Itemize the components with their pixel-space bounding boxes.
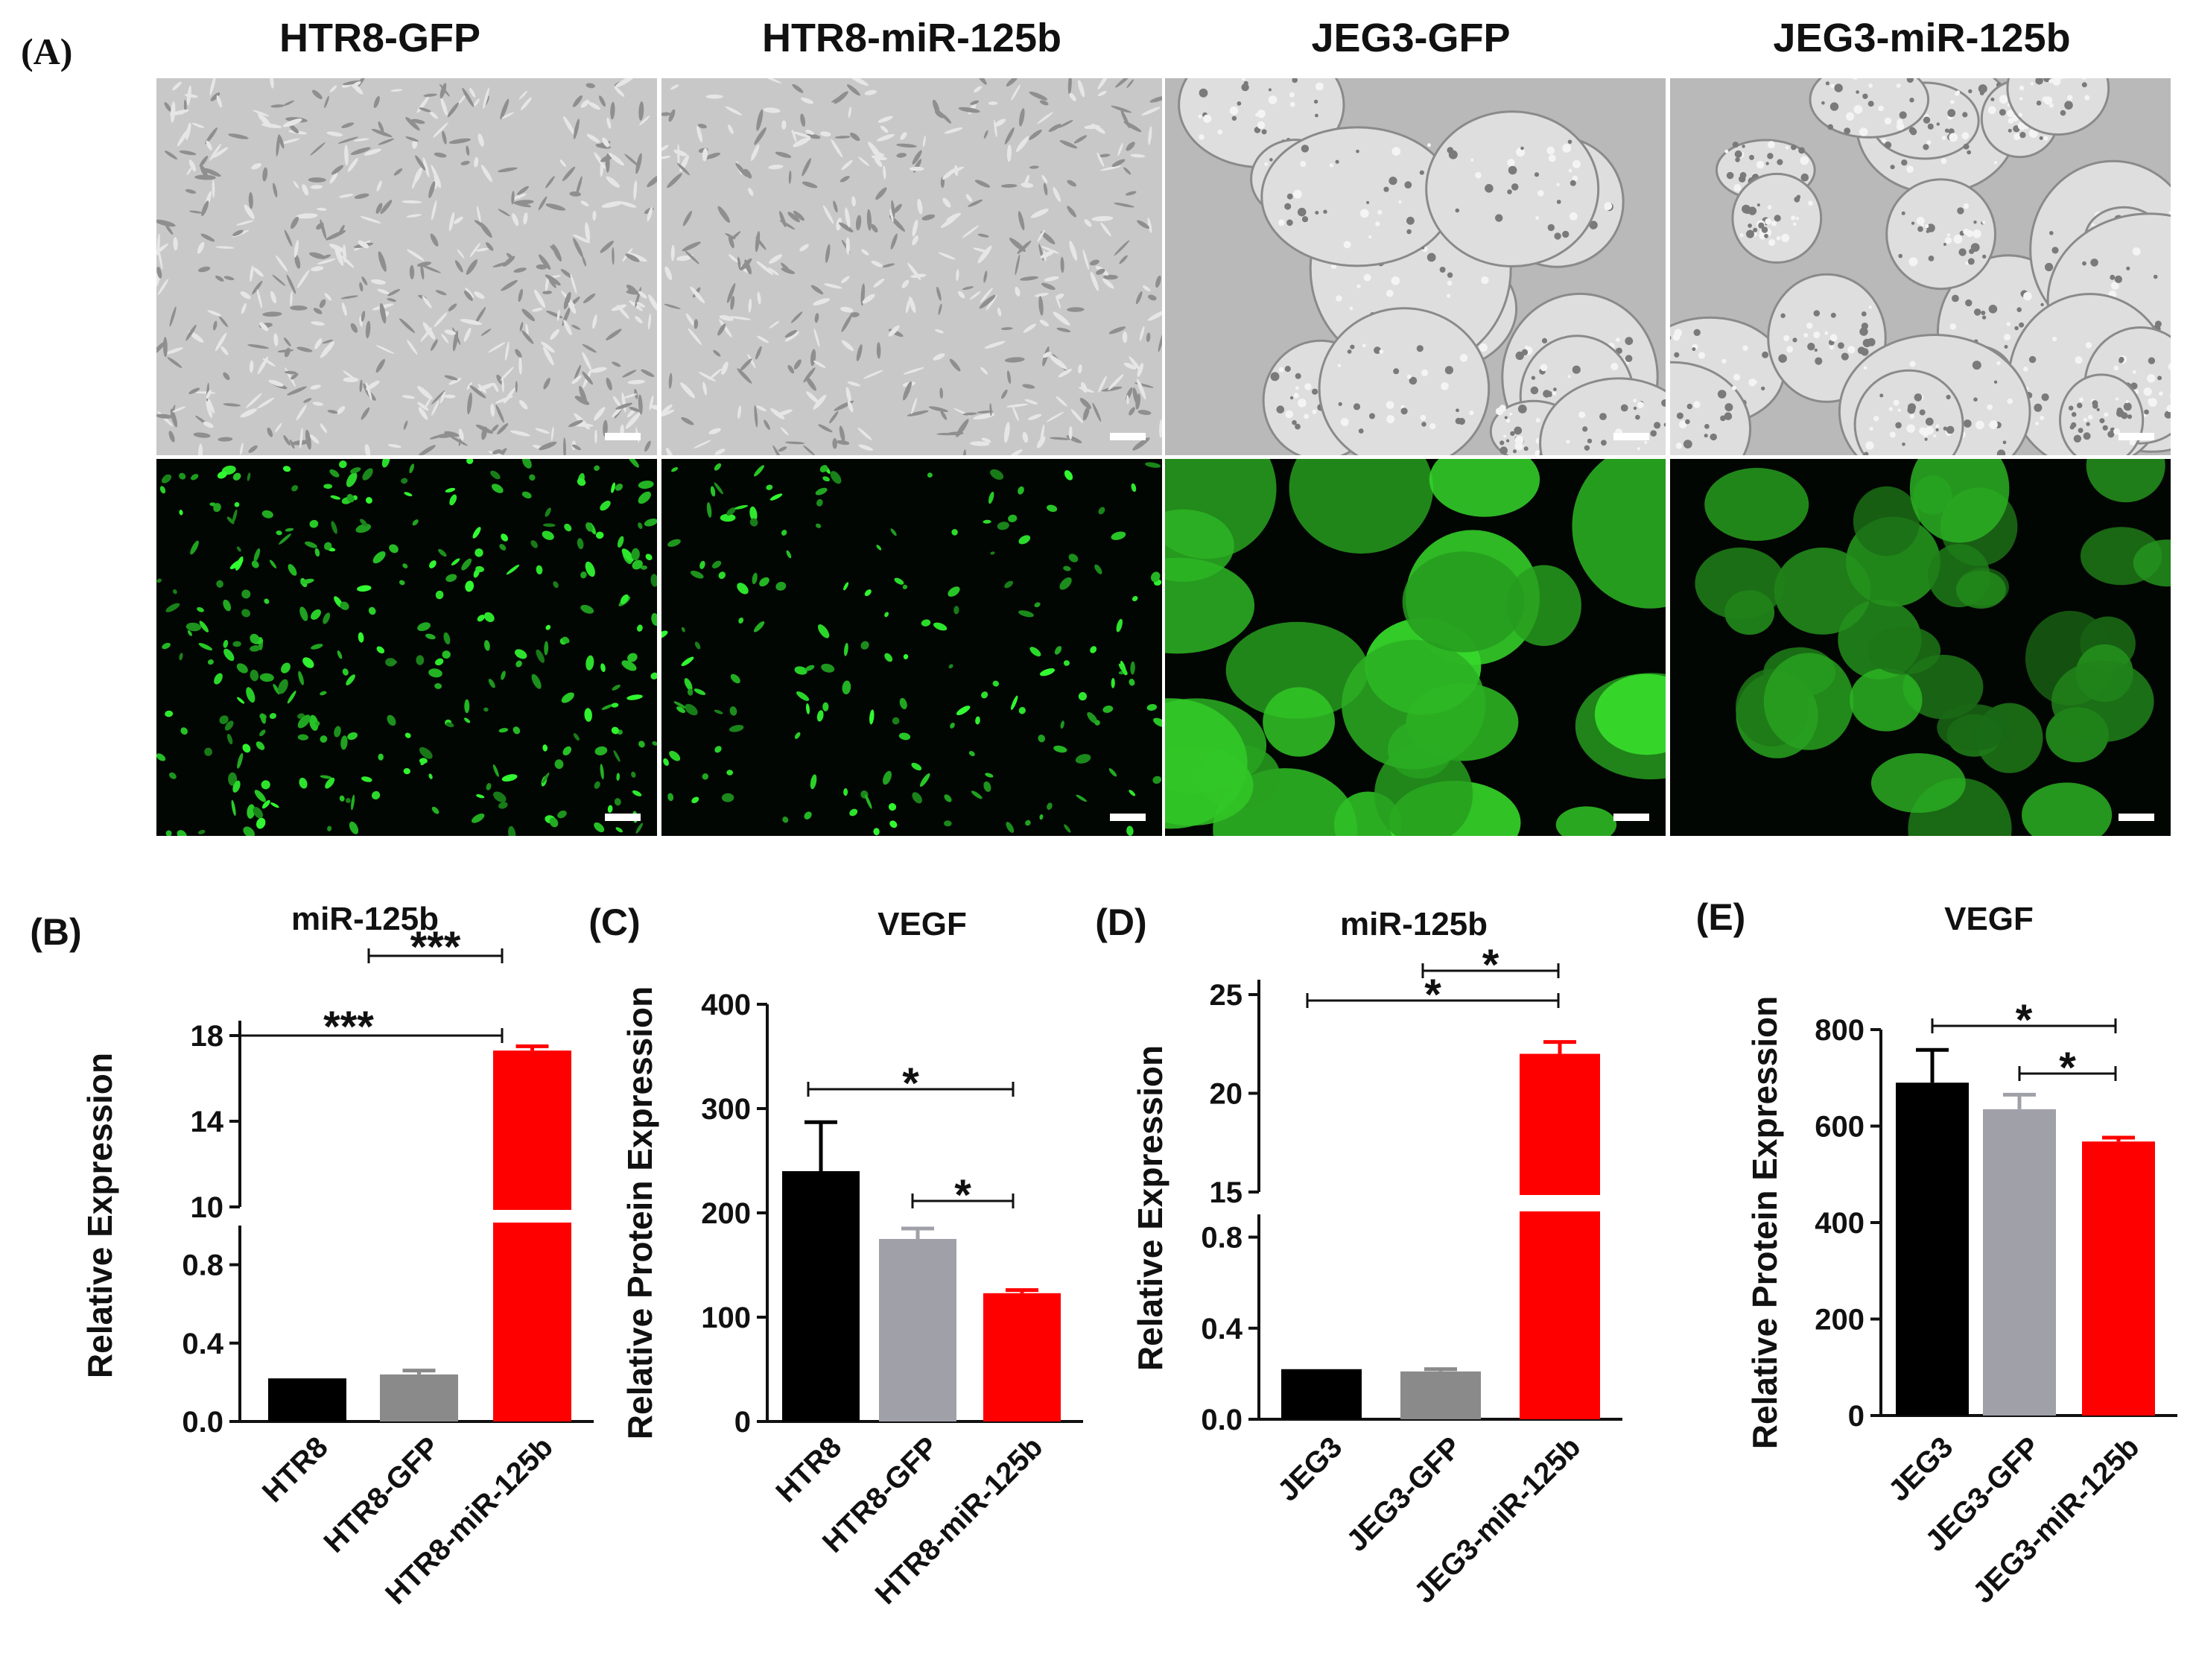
brightfield-image-jeg3-mir125b — [1670, 78, 2171, 455]
chart-d-ytick-label: 0.4 — [1201, 1313, 1243, 1345]
column-title-htr8-gfp: HTR8-GFP — [279, 16, 480, 60]
chart-d-bar — [1281, 1369, 1362, 1419]
chart-e-title: VEGF — [1944, 901, 2034, 937]
chart-c-ytick-label: 400 — [701, 989, 751, 1021]
chart-c-category-label: HTR8 — [769, 1430, 848, 1509]
chart-c-panel-letter: (C) — [588, 901, 640, 943]
chart-e-significance-label: * — [2016, 996, 2033, 1045]
chart-d-significance-label: * — [1424, 971, 1441, 1019]
chart-d-axis-break-gap — [1244, 1195, 1608, 1211]
scale-bar — [2119, 814, 2154, 821]
chart-c-ytick-label: 200 — [701, 1197, 751, 1230]
chart-e-ytick-label: 600 — [1815, 1111, 1864, 1144]
chart-c-significance-label: * — [954, 1171, 971, 1220]
chart-d-bar — [1520, 1053, 1600, 1419]
chart-d-category-label: JEG3 — [1272, 1430, 1348, 1507]
scale-bar — [1613, 814, 1649, 821]
column-title-jeg3-gfp: JEG3-GFP — [1311, 16, 1511, 60]
chart-b-bar — [493, 1050, 571, 1421]
chart-e-ytick-label: 400 — [1815, 1207, 1864, 1240]
chart-c-bar — [782, 1171, 860, 1421]
chart-c-significance-label: * — [902, 1059, 919, 1108]
chart-b-bar — [268, 1378, 346, 1421]
chart-e-bar — [2082, 1141, 2155, 1416]
chart-e-ytick-label: 0 — [1848, 1400, 1864, 1433]
chart-b-ytick-label: 18 — [191, 1020, 224, 1053]
chart-e-bar — [1983, 1109, 2056, 1416]
chart-e-category-label: JEG3 — [1882, 1430, 1959, 1507]
brightfield-image-jeg3-gfp — [1165, 78, 1666, 455]
chart-b-ytick-label: 0.0 — [182, 1406, 223, 1439]
chart-b-bar — [380, 1374, 458, 1421]
chart-e-bar — [1896, 1083, 1969, 1416]
panel-a-letter: (A) — [21, 31, 73, 72]
chart-d-panel-letter: (D) — [1095, 901, 1146, 943]
column-title-htr8-mir125b: HTR8-miR-125b — [761, 16, 1062, 60]
chart-c-bar — [879, 1239, 956, 1421]
scale-bar — [605, 433, 641, 440]
scale-bar — [605, 814, 641, 821]
chart-d-significance-label: * — [1482, 941, 1499, 989]
chart-c-title: VEGF — [877, 906, 967, 942]
chart-c-ytick-label: 100 — [701, 1302, 751, 1334]
chart-d-ytick-label: 15 — [1210, 1176, 1243, 1209]
chart-c-ytick-label: 300 — [701, 1093, 751, 1126]
chart-e-ylabel: Relative Protein Expression — [1745, 996, 1784, 1449]
chart-d-title: miR-125b — [1340, 906, 1488, 942]
chart-d-category-label: JEG3-GFP — [1340, 1430, 1467, 1558]
scale-bar — [1110, 814, 1146, 821]
fluorescence-image-htr8-mir125b — [661, 459, 1162, 836]
scale-bar — [2119, 433, 2154, 440]
chart-e-category-label: JEG3-miR-125b — [1967, 1430, 2145, 1609]
chart-d-ytick-label: 0.0 — [1201, 1404, 1243, 1436]
chart-b-title: miR-125b — [291, 901, 439, 937]
chart-b-ytick-label: 10 — [191, 1191, 224, 1224]
chart-d-bar — [1400, 1371, 1481, 1419]
brightfield-image-htr8-mir125b — [661, 78, 1162, 455]
chart-b-significance-label: *** — [323, 1003, 374, 1051]
chart-d-ytick-label: 25 — [1210, 979, 1243, 1012]
chart-b-ylabel: Relative Expression — [80, 1053, 119, 1378]
chart-c-ytick-label: 0 — [734, 1406, 751, 1439]
fluorescence-image-jeg3-gfp — [1165, 459, 1666, 836]
chart-b-axis-break-gap — [225, 1210, 579, 1223]
chart-e-ytick-label: 800 — [1815, 1014, 1864, 1047]
scale-bar — [1613, 433, 1649, 440]
chart-b-ytick-label: 0.8 — [182, 1249, 223, 1282]
chart-e-ytick-label: 200 — [1815, 1304, 1864, 1337]
chart-b-category-label: HTR8 — [256, 1430, 334, 1509]
column-title-jeg3-mir125b: JEG3-miR-125b — [1773, 16, 2071, 60]
chart-b-panel-letter: (B) — [30, 911, 81, 953]
chart-b-ytick-label: 14 — [191, 1106, 224, 1138]
chart-d-ytick-label: 20 — [1210, 1078, 1243, 1111]
chart-d-ytick-label: 0.8 — [1201, 1222, 1243, 1255]
scale-bar — [1110, 433, 1146, 440]
fluorescence-image-jeg3-mir125b — [1670, 459, 2171, 836]
fluorescence-image-htr8-gfp — [156, 459, 657, 836]
brightfield-image-htr8-gfp — [156, 78, 657, 455]
chart-c-ylabel: Relative Protein Expression — [621, 986, 659, 1439]
chart-b-significance-label: *** — [410, 923, 461, 971]
chart-e-significance-label: * — [2059, 1044, 2076, 1092]
chart-c-bar — [983, 1293, 1061, 1421]
chart-e-panel-letter: (E) — [1696, 896, 1746, 938]
chart-d-ylabel: Relative Expression — [1131, 1045, 1170, 1371]
chart-b-ytick-label: 0.4 — [182, 1328, 223, 1360]
